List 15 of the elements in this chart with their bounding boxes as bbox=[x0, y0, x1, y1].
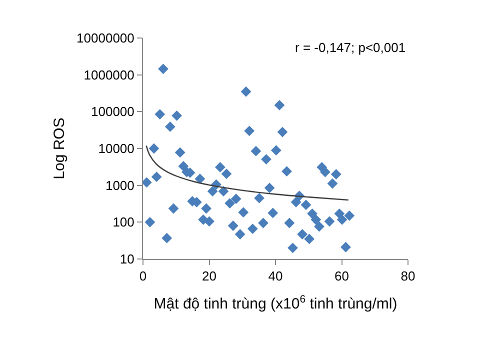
x-tick-label: 60 bbox=[334, 268, 349, 284]
x-tick-label: 20 bbox=[202, 268, 216, 284]
y-tick-label: 100000 bbox=[91, 104, 134, 120]
y-tick-label: 1000 bbox=[105, 178, 134, 193]
x-tick-label: 0 bbox=[139, 268, 147, 284]
y-tick-label: 1000000 bbox=[84, 67, 134, 82]
y-axis-title: Log ROS bbox=[50, 118, 68, 180]
x-axis-title: Mật độ tinh trùng (x10$^{6}$ tinh trùng/ml) bbox=[154, 293, 398, 313]
x-tick-label: 80 bbox=[400, 268, 416, 284]
y-tick-label: 10000 bbox=[98, 141, 134, 156]
y-tick-label: 10000000 bbox=[76, 30, 134, 46]
y-tick-label: 100 bbox=[112, 214, 134, 230]
x-tick-label: 40 bbox=[268, 268, 283, 284]
annotation: r = -0,147; p<0,001 bbox=[295, 40, 406, 55]
y-tick-label: 10 bbox=[120, 252, 134, 267]
